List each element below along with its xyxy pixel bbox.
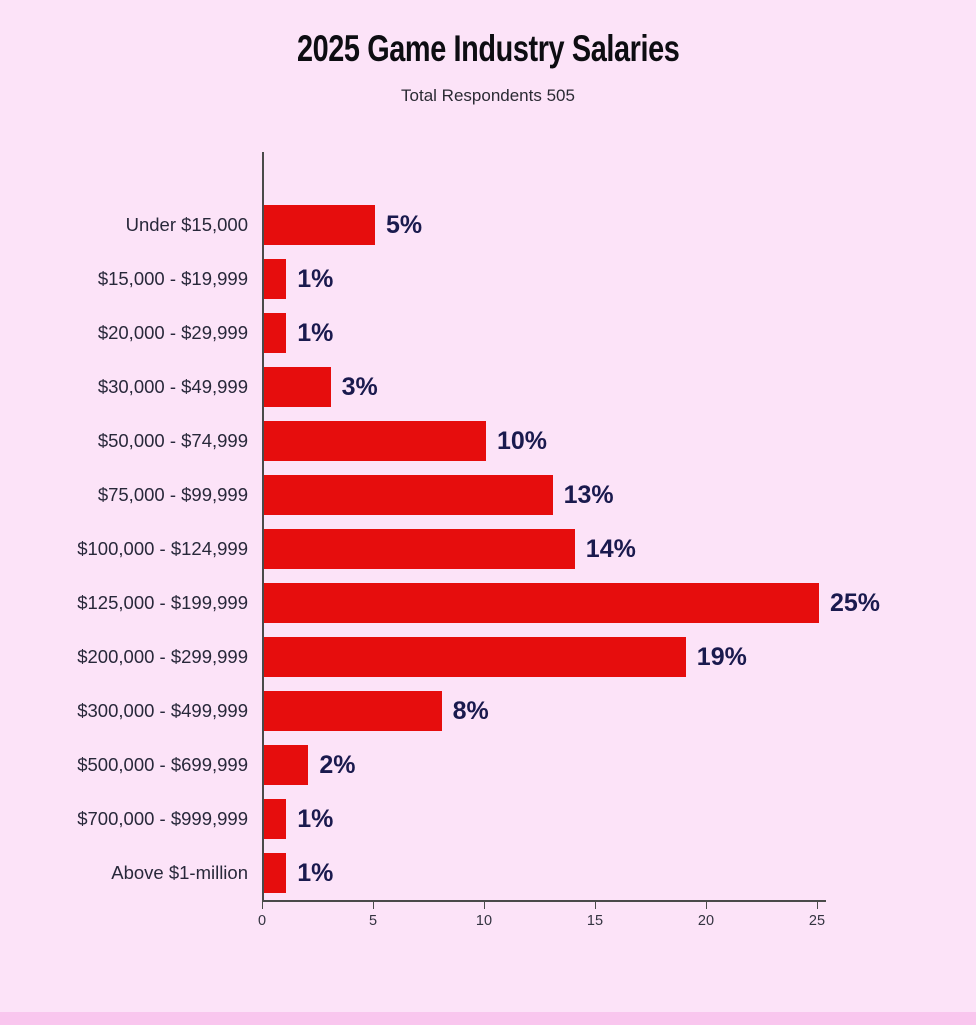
bar — [264, 583, 819, 623]
chart-row: $300,000 - $499,999 8% — [0, 684, 976, 738]
chart-row: $30,000 - $49,999 3% — [0, 360, 976, 414]
category-label: $15,000 - $19,999 — [97, 268, 248, 289]
category-label: $100,000 - $124,999 — [77, 538, 248, 559]
chart-row: Above $1-million 1% — [0, 846, 976, 900]
bar — [264, 691, 442, 731]
value-label: 3% — [341, 372, 378, 401]
x-axis-tick-mark — [484, 902, 485, 909]
bar — [264, 367, 331, 407]
bar — [264, 313, 287, 353]
bar-cell: 2% — [262, 738, 976, 792]
axis-spacer-row — [0, 152, 976, 198]
chart-rows: Under $15,000 5% $15,000 - $19,999 1% $20,00… — [0, 152, 976, 900]
chart-row: $100,000 - $124,999 14% — [0, 522, 976, 576]
bar-cell: 25% — [262, 576, 976, 630]
bar-cell: 1% — [262, 252, 976, 306]
bar-cell: 1% — [262, 846, 976, 900]
x-axis: 0 5 10 15 20 25 — [258, 900, 826, 938]
chart-row: $50,000 - $74,999 10% — [0, 414, 976, 468]
bar — [264, 799, 287, 839]
value-label: 25% — [830, 588, 881, 617]
category-label: $20,000 - $29,999 — [97, 322, 248, 343]
chart-header: 2025 Game Industry Salaries Total Respon… — [0, 0, 976, 106]
bar — [264, 637, 686, 677]
category-label: $700,000 - $999,999 — [77, 808, 248, 829]
category-label: $300,000 - $499,999 — [77, 700, 248, 721]
value-label: 2% — [319, 750, 356, 779]
category-label: $30,000 - $49,999 — [97, 376, 248, 397]
x-axis-tick-mark — [373, 902, 374, 909]
bar — [264, 205, 375, 245]
category-label: Under $15,000 — [125, 214, 248, 235]
category-label: $75,000 - $99,999 — [97, 484, 248, 505]
value-label: 13% — [563, 480, 614, 509]
value-label: 10% — [497, 426, 548, 455]
category-label: Above $1-million — [111, 862, 248, 883]
x-axis-tick-label: 25 — [808, 913, 826, 929]
chart-row: $75,000 - $99,999 13% — [0, 468, 976, 522]
x-axis-tick-label: 10 — [475, 913, 493, 929]
chart-row: $15,000 - $19,999 1% — [0, 252, 976, 306]
category-label: $500,000 - $699,999 — [77, 754, 248, 775]
category-label: $200,000 - $299,999 — [77, 646, 248, 667]
value-label: 1% — [297, 318, 334, 347]
bar-cell: 5% — [262, 198, 976, 252]
x-axis-gap — [0, 900, 262, 938]
chart-row: $700,000 - $999,999 1% — [0, 792, 976, 846]
value-label: 14% — [585, 534, 636, 563]
chart-subtitle: Total Respondents 505 — [401, 86, 575, 105]
bar-cell: 13% — [262, 468, 976, 522]
x-axis-tick-mark — [706, 902, 707, 909]
chart-row: $200,000 - $299,999 19% — [0, 630, 976, 684]
category-label: $125,000 - $199,999 — [77, 592, 248, 613]
bar-cell: 1% — [262, 306, 976, 360]
bar — [264, 475, 553, 515]
category-label: $50,000 - $74,999 — [97, 430, 248, 451]
value-label: 1% — [297, 804, 334, 833]
chart-row: $500,000 - $699,999 2% — [0, 738, 976, 792]
x-axis-tick-label: 20 — [697, 913, 715, 929]
x-axis-tick-mark — [595, 902, 596, 909]
footer-strip — [0, 1012, 976, 1025]
value-label: 5% — [386, 210, 423, 239]
chart-row: Under $15,000 5% — [0, 198, 976, 252]
x-axis-tick-label: 5 — [368, 913, 378, 929]
bar — [264, 421, 486, 461]
bar-cell: 8% — [262, 684, 976, 738]
bar-chart: Under $15,000 5% $15,000 - $19,999 1% $20,00… — [0, 152, 976, 938]
x-axis-tick-mark — [262, 902, 263, 909]
axis-spacer-cell — [262, 152, 976, 198]
x-axis-tick-mark — [817, 902, 818, 909]
bar — [264, 745, 309, 785]
axis-spacer-label — [0, 152, 262, 198]
value-label: 1% — [297, 264, 334, 293]
chart-row: $20,000 - $29,999 1% — [0, 306, 976, 360]
x-axis-tick-label: 0 — [257, 913, 267, 929]
bar — [264, 853, 287, 893]
chart-row: $125,000 - $199,999 25% — [0, 576, 976, 630]
bar — [264, 529, 575, 569]
bar-cell: 10% — [262, 414, 976, 468]
bar-cell: 19% — [262, 630, 976, 684]
bar-cell: 1% — [262, 792, 976, 846]
bar-cell: 14% — [262, 522, 976, 576]
value-label: 8% — [452, 696, 489, 725]
value-label: 1% — [297, 858, 334, 887]
bar — [264, 259, 287, 299]
value-label: 19% — [696, 642, 747, 671]
bar-cell: 3% — [262, 360, 976, 414]
x-axis-tick-label: 15 — [586, 913, 604, 929]
chart-title: 2025 Game Industry Salaries — [296, 28, 680, 69]
x-axis-row: 0 5 10 15 20 25 — [0, 900, 976, 938]
